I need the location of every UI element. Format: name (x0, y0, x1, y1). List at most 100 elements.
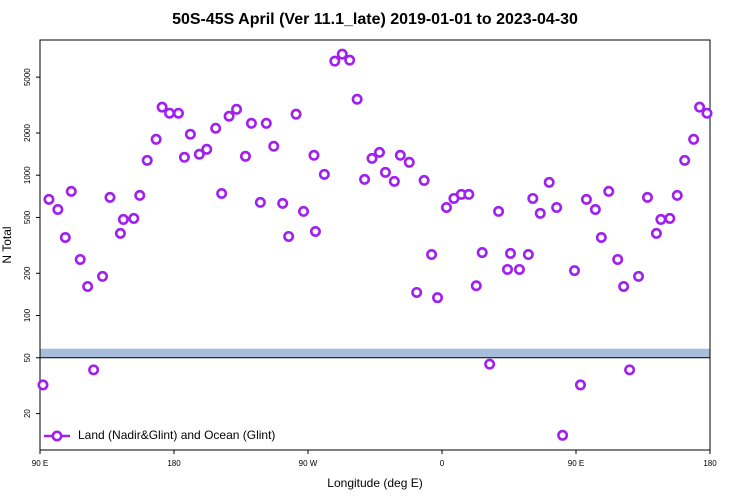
data-point (97, 270, 109, 282)
data-point (223, 110, 235, 122)
data-point (612, 253, 624, 265)
data-point (344, 54, 356, 66)
data-point (476, 247, 488, 259)
data-point (688, 133, 700, 145)
data-point (82, 280, 94, 292)
data-point (351, 93, 363, 105)
y-tick-label: 5000 (23, 68, 32, 86)
data-point (52, 203, 64, 215)
band (40, 348, 710, 358)
x-tick-label: 180 (703, 459, 717, 468)
data-point (463, 188, 475, 200)
data-point (394, 149, 406, 161)
data-point (184, 128, 196, 140)
data-point (277, 197, 289, 209)
y-axis-label: N Total (0, 226, 14, 263)
data-point (178, 151, 190, 163)
data-point (164, 107, 176, 119)
data-point (603, 185, 615, 197)
data-point (336, 48, 348, 60)
data-point (589, 203, 601, 215)
data-point (172, 107, 184, 119)
data-point (379, 166, 391, 178)
data-point (260, 117, 272, 129)
data-point (426, 249, 438, 261)
data-point (522, 249, 534, 261)
x-axis-label: Longitude (deg E) (327, 476, 422, 490)
x-tick-label: 180 (167, 459, 181, 468)
data-point (308, 149, 320, 161)
data-point (388, 175, 400, 187)
data-point (134, 189, 146, 201)
data-point (432, 292, 444, 304)
legend-entry: Land (Nadir&Glint) and Ocean (Glint) (44, 428, 275, 442)
data-point (679, 154, 691, 166)
data-point (595, 231, 607, 243)
data-point (43, 193, 55, 205)
data-point (527, 192, 539, 204)
data-point (470, 280, 482, 292)
data-point (624, 364, 636, 376)
data-point (150, 133, 162, 145)
data-point (117, 213, 129, 225)
data-point (504, 247, 516, 259)
data-point (201, 143, 213, 155)
data-point (366, 152, 378, 164)
data-point (245, 117, 257, 129)
data-point (359, 173, 371, 185)
x-tick-label: 90 E (32, 459, 48, 468)
data-point (484, 358, 496, 370)
y-tick-label: 1000 (23, 166, 32, 184)
y-tick-label: 100 (23, 308, 32, 322)
data-point (694, 101, 706, 113)
y-tick-label: 200 (23, 266, 32, 280)
data-point (513, 263, 525, 275)
data-point (210, 122, 222, 134)
data-point (502, 263, 514, 275)
data-point (290, 108, 302, 120)
data-point (543, 176, 555, 188)
y-tick-label: 50 (23, 353, 32, 362)
y-tick-label: 20 (23, 409, 32, 418)
data-point (569, 265, 581, 277)
data-point (618, 280, 630, 292)
data-point (403, 156, 415, 168)
legend-marker (51, 430, 63, 442)
data-point (298, 205, 310, 217)
data-point (156, 101, 168, 113)
data-point (268, 140, 280, 152)
data-point (633, 270, 645, 282)
data-point (114, 227, 126, 239)
data-point (440, 201, 452, 213)
data-point (231, 103, 243, 115)
x-tick-label: 90 E (568, 459, 584, 468)
data-point (641, 191, 653, 203)
data-point (141, 154, 153, 166)
data-point (418, 174, 430, 186)
data-point (283, 230, 295, 242)
legend-label: Land (Nadir&Glint) and Ocean (Glint) (78, 428, 275, 442)
data-point (128, 212, 140, 224)
data-point (216, 187, 228, 199)
data-point (574, 379, 586, 391)
data-point (104, 191, 116, 203)
data-point (551, 201, 563, 213)
data-point (37, 379, 49, 391)
data-point (580, 193, 592, 205)
x-tick-label: 90 W (299, 459, 318, 468)
data-point (373, 146, 385, 158)
data-point (493, 205, 505, 217)
chart-title: 50S-45S April (Ver 11.1_late) 2019-01-01… (172, 11, 578, 28)
data-point (671, 189, 683, 201)
data-point (65, 185, 77, 197)
data-point (88, 364, 100, 376)
data-point (655, 213, 667, 225)
data-point (309, 226, 321, 238)
data-point (664, 212, 676, 224)
data-point (329, 55, 341, 67)
data-point (701, 107, 713, 119)
x-tick-label: 0 (440, 459, 445, 468)
y-tick-label: 2000 (23, 124, 32, 142)
data-point (534, 207, 546, 219)
